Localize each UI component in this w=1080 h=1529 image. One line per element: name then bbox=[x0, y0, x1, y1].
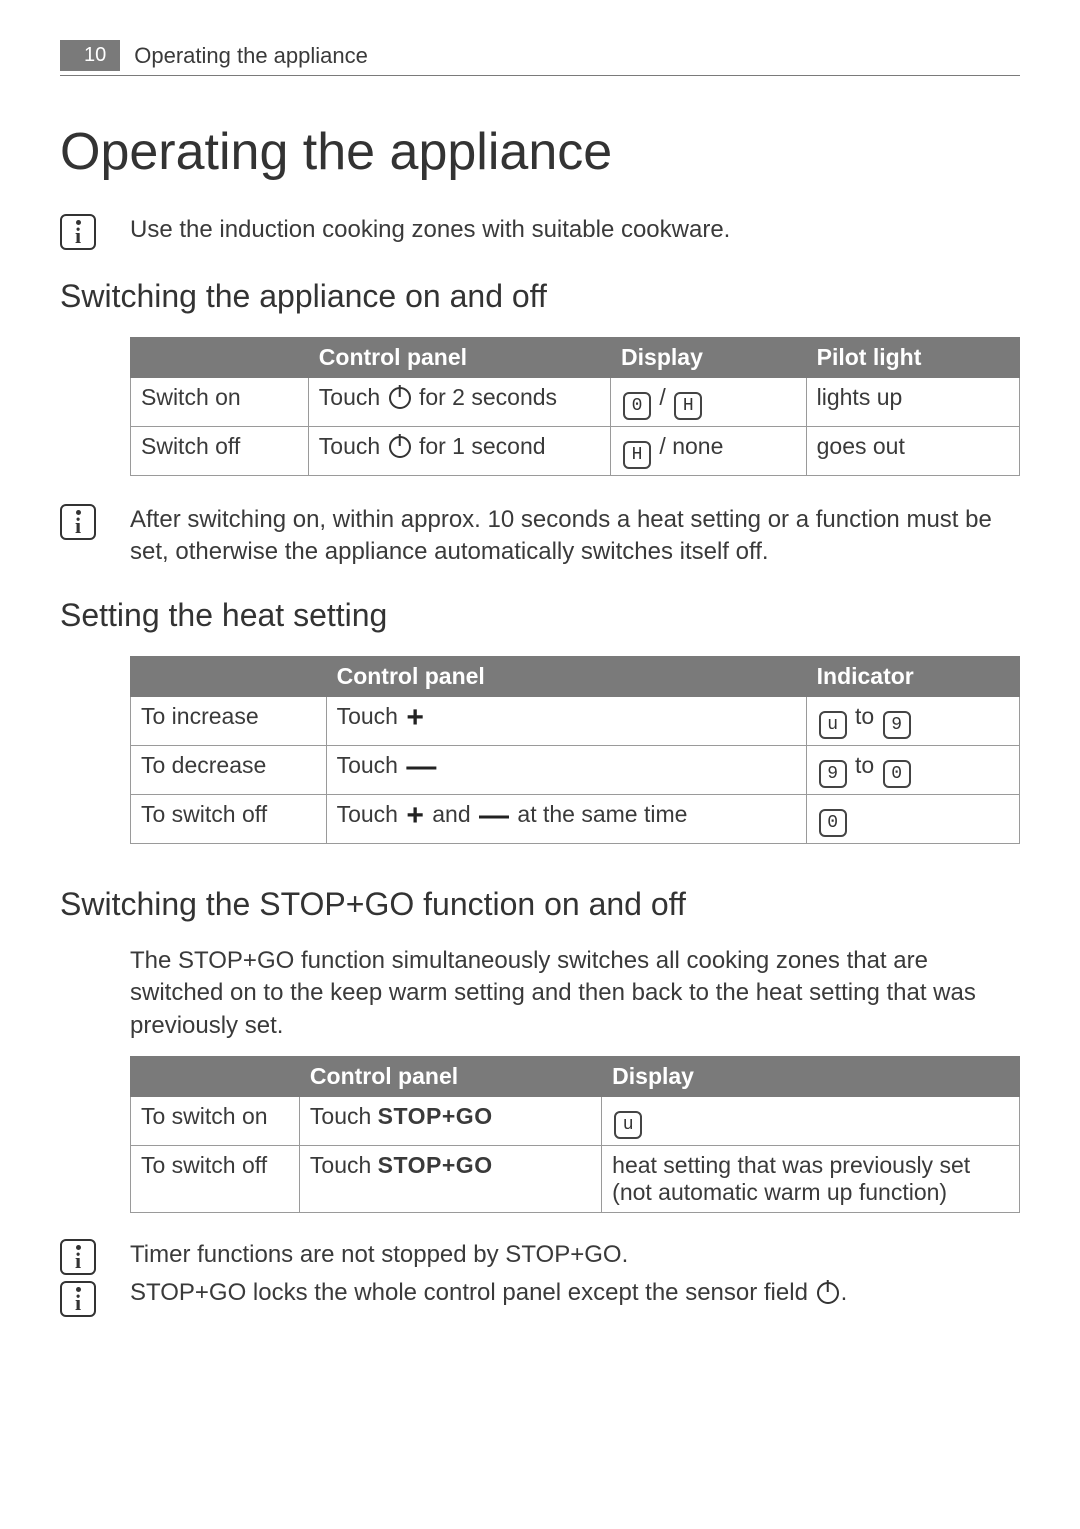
table-row: Switch off Touch for 1 second H / none g… bbox=[131, 427, 1020, 476]
row-label: To switch off bbox=[131, 794, 327, 843]
stopgo-label: STOP+GO bbox=[378, 1103, 493, 1129]
row-label: Switch on bbox=[131, 378, 309, 427]
cell-display: u bbox=[602, 1096, 1020, 1145]
row-label: To increase bbox=[131, 696, 327, 745]
table-row: Control panel Display Pilot light bbox=[131, 338, 1020, 378]
cell-indicator: 0 bbox=[806, 794, 1019, 843]
cell-control: Touch for 1 second bbox=[308, 427, 610, 476]
col-header: Display bbox=[611, 338, 807, 378]
cell-pilot: goes out bbox=[806, 427, 1019, 476]
running-title: Operating the appliance bbox=[134, 43, 368, 69]
col-header: Display bbox=[602, 1056, 1020, 1096]
display-glyph: 0 bbox=[883, 760, 911, 788]
info-block: i i Timer functions are not stopped by S… bbox=[60, 1237, 1020, 1317]
cell-control: Touch for 2 seconds bbox=[308, 378, 610, 427]
info-text: After switching on, within approx. 10 se… bbox=[130, 502, 1020, 569]
cell-control: Touch + bbox=[326, 696, 806, 745]
info-block: i After switching on, within approx. 10 … bbox=[60, 502, 1020, 569]
table-row: Control panel Indicator bbox=[131, 656, 1020, 696]
display-glyph: 9 bbox=[819, 760, 847, 788]
table-row: To decrease Touch — 9 to 0 bbox=[131, 745, 1020, 794]
col-header bbox=[131, 338, 309, 378]
table-row: To switch on Touch STOP+GO u bbox=[131, 1096, 1020, 1145]
table-row: Control panel Display bbox=[131, 1056, 1020, 1096]
col-header: Pilot light bbox=[806, 338, 1019, 378]
row-label: Switch off bbox=[131, 427, 309, 476]
table-row: To switch off Touch STOP+GO heat setting… bbox=[131, 1145, 1020, 1212]
page-number: 10 bbox=[60, 40, 120, 71]
cell-pilot: lights up bbox=[806, 378, 1019, 427]
cell-control: Touch — bbox=[326, 745, 806, 794]
info-icon: i bbox=[60, 1281, 96, 1317]
col-header: Control panel bbox=[326, 656, 806, 696]
display-glyph: u bbox=[614, 1111, 642, 1139]
cell-display: heat setting that was previously set (no… bbox=[602, 1145, 1020, 1212]
section-heading-stopgo: Switching the STOP+GO function on and of… bbox=[60, 886, 1020, 923]
cell-indicator: 9 to 0 bbox=[806, 745, 1019, 794]
display-glyph: 9 bbox=[883, 711, 911, 739]
running-header: 10 Operating the appliance bbox=[60, 40, 1020, 76]
col-header: Control panel bbox=[308, 338, 610, 378]
cell-control: Touch STOP+GO bbox=[299, 1096, 601, 1145]
table-row: Switch on Touch for 2 seconds 0 / H ligh… bbox=[131, 378, 1020, 427]
cell-display: H / none bbox=[611, 427, 807, 476]
table-row: To switch off Touch + and — at the same … bbox=[131, 794, 1020, 843]
page-title: Operating the appliance bbox=[60, 122, 1020, 182]
stopgo-intro: The STOP+GO function simultaneously swit… bbox=[130, 945, 1020, 1042]
info-text: Timer functions are not stopped by STOP+… bbox=[130, 1239, 1020, 1271]
table-row: To increase Touch + u to 9 bbox=[131, 696, 1020, 745]
stopgo-label: STOP+GO bbox=[378, 1152, 493, 1178]
display-glyph: 0 bbox=[623, 392, 651, 420]
cell-display: 0 / H bbox=[611, 378, 807, 427]
table-heat: Control panel Indicator To increase Touc… bbox=[130, 656, 1020, 844]
col-header: Control panel bbox=[299, 1056, 601, 1096]
cell-control: Touch STOP+GO bbox=[299, 1145, 601, 1212]
section-heading-heat: Setting the heat setting bbox=[60, 597, 1020, 634]
row-label: To switch on bbox=[131, 1096, 300, 1145]
power-icon bbox=[389, 436, 411, 458]
row-label: To decrease bbox=[131, 745, 327, 794]
table-stopgo: Control panel Display To switch on Touch… bbox=[130, 1056, 1020, 1213]
col-header: Indicator bbox=[806, 656, 1019, 696]
power-icon bbox=[389, 387, 411, 409]
section-heading-onoff: Switching the appliance on and off bbox=[60, 278, 1020, 315]
col-header bbox=[131, 656, 327, 696]
power-icon bbox=[817, 1282, 839, 1304]
info-icon: i bbox=[60, 214, 96, 250]
page: 10 Operating the appliance Operating the… bbox=[0, 0, 1080, 1529]
table-onoff: Control panel Display Pilot light Switch… bbox=[130, 337, 1020, 476]
display-glyph: H bbox=[623, 441, 651, 469]
row-label: To switch off bbox=[131, 1145, 300, 1212]
info-text: Use the induction cooking zones with sui… bbox=[130, 212, 1020, 246]
display-glyph: 0 bbox=[819, 809, 847, 837]
display-glyph: u bbox=[819, 711, 847, 739]
info-icon: i bbox=[60, 504, 96, 540]
cell-indicator: u to 9 bbox=[806, 696, 1019, 745]
info-block: i Use the induction cooking zones with s… bbox=[60, 212, 1020, 250]
col-header bbox=[131, 1056, 300, 1096]
info-icon: i bbox=[60, 1239, 96, 1275]
display-glyph: H bbox=[674, 392, 702, 420]
cell-control: Touch + and — at the same time bbox=[326, 794, 806, 843]
info-text: STOP+GO locks the whole control panel ex… bbox=[130, 1277, 1020, 1309]
